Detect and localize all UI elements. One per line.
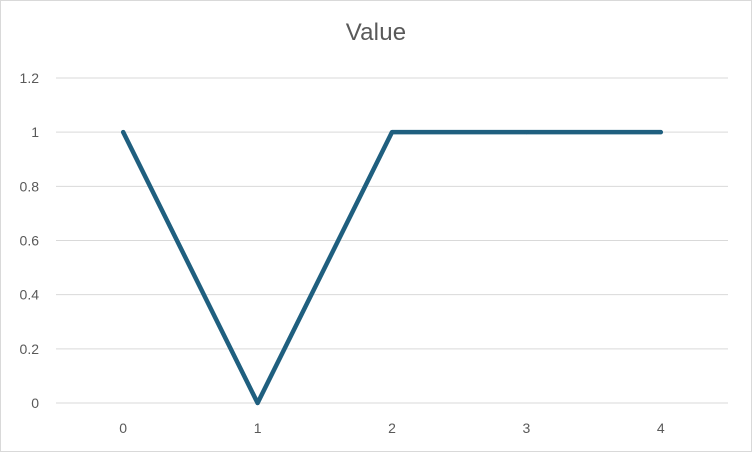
- x-axis-labels: 0 1 2 3 4: [119, 420, 665, 436]
- y-tick-label: 0.4: [20, 287, 40, 303]
- y-tick-label: 1: [31, 124, 39, 140]
- y-tick-label: 0: [31, 395, 39, 411]
- x-tick-label: 0: [119, 420, 127, 436]
- y-tick-label: 1.2: [20, 70, 40, 86]
- data-point: [121, 130, 126, 135]
- data-point: [390, 130, 394, 135]
- x-tick-label: 4: [657, 420, 665, 436]
- series-group: [120, 129, 664, 406]
- data-point: [255, 401, 260, 405]
- data-point: [658, 130, 663, 135]
- gridlines: [56, 77, 728, 404]
- y-tick-label: 0.8: [20, 178, 40, 194]
- y-axis-labels: 0 0.2 0.4 0.6 0.8 1 1.2: [20, 70, 40, 411]
- y-tick-label: 0.2: [20, 341, 40, 357]
- x-tick-label: 3: [523, 420, 531, 436]
- x-tick-label: 2: [388, 420, 396, 436]
- series-line-0: [120, 129, 664, 406]
- chart-title: Value: [345, 19, 407, 46]
- y-tick-label: 0.6: [20, 233, 40, 249]
- data-point: [524, 130, 529, 135]
- x-tick-label: 1: [254, 420, 262, 436]
